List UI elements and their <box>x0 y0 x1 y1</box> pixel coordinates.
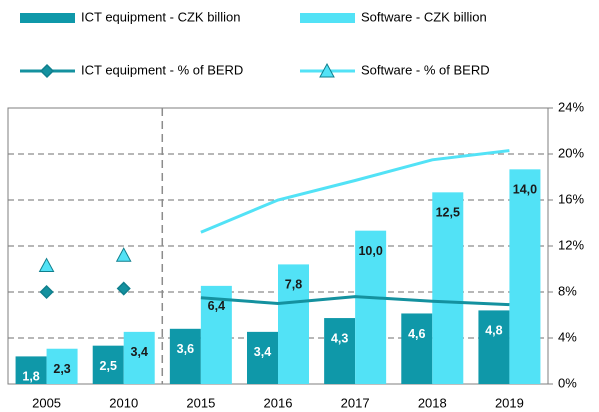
x-tick-label: 2016 <box>264 395 293 410</box>
bar <box>46 348 78 384</box>
x-tick-label: 2005 <box>32 395 61 410</box>
legend-label: Software - CZK billion <box>361 9 487 24</box>
data-label: 2,5 <box>100 359 117 373</box>
x-tick-label: 2010 <box>109 395 138 410</box>
data-label: 4,6 <box>408 327 425 341</box>
bar <box>123 331 155 384</box>
data-label: 3,4 <box>131 345 148 359</box>
data-label: 12,5 <box>436 206 460 220</box>
bar <box>92 345 124 384</box>
bar <box>509 169 541 384</box>
legend-marker <box>319 62 335 78</box>
y2-tick-label: 12% <box>558 237 584 252</box>
y2-tick-label: 4% <box>558 329 577 344</box>
legend-swatch <box>300 13 355 23</box>
bar <box>432 192 464 384</box>
legend-label: ICT equipment - % of BERD <box>81 62 243 77</box>
bar <box>169 328 201 384</box>
legend-swatch <box>20 13 75 23</box>
data-label: 3,4 <box>254 345 271 359</box>
y2-tick-label: 20% <box>558 145 584 160</box>
line-marker <box>115 247 132 262</box>
data-label: 1,8 <box>22 370 39 384</box>
data-label: 4,3 <box>331 331 348 345</box>
x-tick-label: 2015 <box>186 395 215 410</box>
data-label: 7,8 <box>285 278 302 292</box>
bar <box>401 313 433 384</box>
y2-tick-label: 8% <box>558 283 577 298</box>
bar <box>15 356 47 384</box>
bar <box>278 264 309 384</box>
data-label: 4,8 <box>485 324 502 338</box>
legend-label: ICT equipment - CZK billion <box>81 9 240 24</box>
y2-tick-label: 16% <box>558 191 584 206</box>
bar <box>324 318 356 384</box>
line-marker <box>116 281 131 296</box>
bar <box>247 331 278 384</box>
bar <box>478 310 510 384</box>
bar <box>355 230 387 384</box>
y2-tick-label: 24% <box>558 99 584 114</box>
x-tick-label: 2018 <box>418 395 447 410</box>
x-tick-label: 2019 <box>495 395 524 410</box>
x-tick-label: 2017 <box>341 395 370 410</box>
data-label: 3,6 <box>177 342 194 356</box>
line-marker <box>39 284 54 300</box>
line <box>200 295 510 307</box>
line <box>200 149 510 234</box>
data-label: 14,0 <box>513 183 537 197</box>
legend-label: Software - % of BERD <box>361 62 490 77</box>
y2-tick-label: 0% <box>558 375 577 390</box>
line-marker <box>38 257 55 273</box>
data-label: 6,4 <box>208 299 225 313</box>
bar <box>200 285 232 384</box>
data-label: 10,0 <box>358 244 382 258</box>
data-label: 2,3 <box>53 362 70 376</box>
legend-marker <box>39 63 55 79</box>
